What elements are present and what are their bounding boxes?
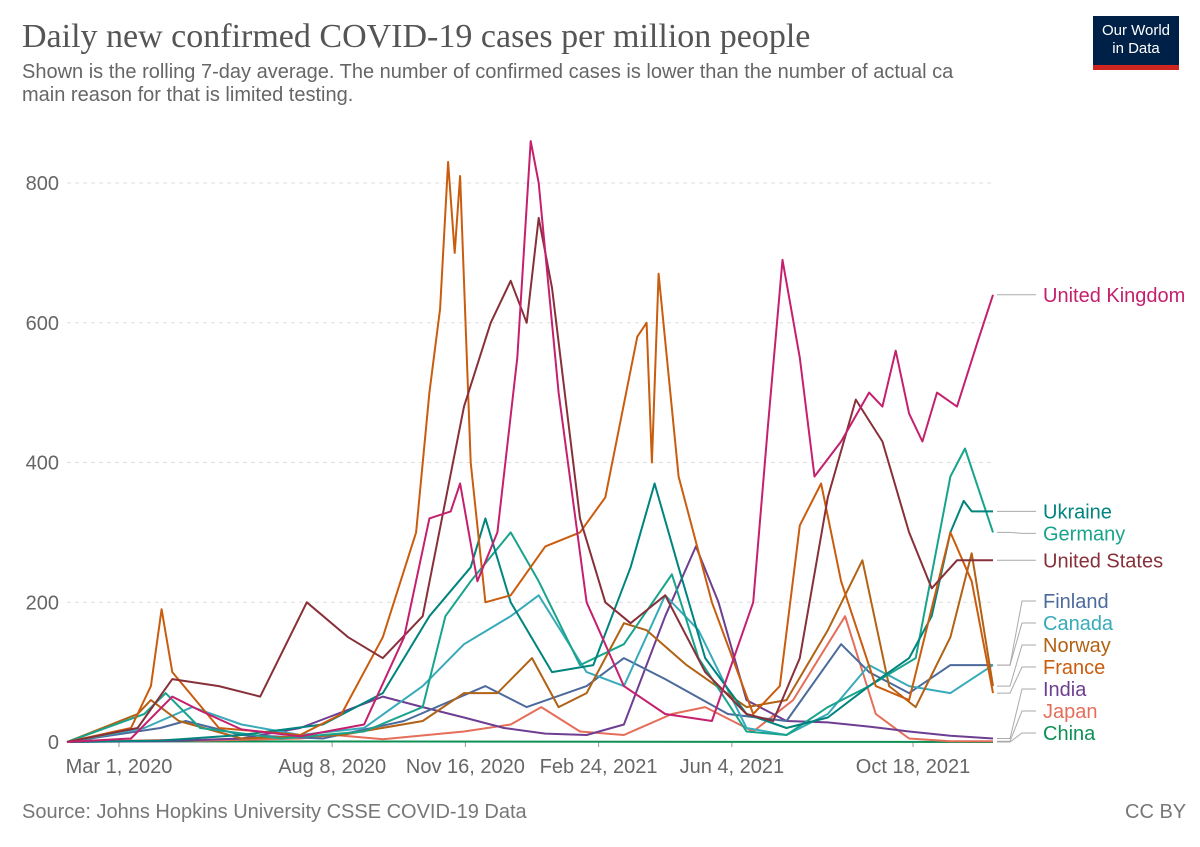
legend-label-germany[interactable]: Germany	[1043, 523, 1125, 545]
legend-connector-germany	[997, 531, 1036, 534]
legend-label-united-kingdom[interactable]: United Kingdom	[1043, 285, 1185, 307]
x-axis: Mar 1, 2020 Aug 8, 2020 Nov 16, 2020 Feb 24…	[66, 741, 993, 778]
x-tick-5: Oct 18, 2021	[856, 756, 971, 778]
series-line-france[interactable]	[66, 161, 994, 743]
x-tick-3: Feb 24, 2021	[540, 756, 658, 778]
legend-label-finland[interactable]: Finland	[1043, 591, 1109, 613]
license-link[interactable]: CC BY	[1125, 801, 1187, 823]
legend-label-france[interactable]: France	[1043, 657, 1105, 679]
y-tick-600: 600	[26, 313, 59, 335]
source-note: Source: Johns Hopkins University CSSE CO…	[22, 801, 527, 823]
legend-label-norway[interactable]: Norway	[1043, 635, 1111, 657]
x-tick-2: Nov 16, 2020	[406, 756, 525, 778]
logo-line-1: Our World	[1101, 22, 1171, 39]
legend-label-china[interactable]: China	[1043, 723, 1096, 745]
chart-subtitle: Shown is the rolling 7-day average. The …	[22, 61, 1200, 107]
subtitle-line-1: Shown is the rolling 7-day average. The …	[22, 61, 954, 83]
y-tick-200: 200	[26, 592, 59, 614]
legend-connector-china	[997, 732, 1036, 743]
legend-connector-canada	[997, 622, 1036, 666]
legend-label-ukraine[interactable]: Ukraine	[1043, 501, 1112, 523]
legend-label-japan[interactable]: Japan	[1043, 701, 1098, 723]
x-tick-1: Aug 8, 2020	[278, 756, 386, 778]
chart-title: Daily new confirmed COVID-19 cases per m…	[22, 18, 811, 55]
y-axis: 0 200 400 600 800	[26, 173, 59, 754]
legend-label-united-states[interactable]: United States	[1043, 550, 1163, 572]
x-tick-4: Jun 4, 2021	[680, 756, 785, 778]
legend: United Kingdom Ukraine United States German…	[997, 285, 1185, 745]
x-tick-0: Mar 1, 2020	[66, 756, 173, 778]
owid-logo[interactable]: Our World in Data	[1093, 16, 1179, 70]
legend-connector-norway	[997, 644, 1036, 687]
series-lines	[66, 140, 994, 743]
subtitle-line-2: main reason for that is limited testing.	[22, 84, 354, 106]
series-line-india[interactable]	[66, 545, 994, 743]
grid-lines	[67, 182, 993, 603]
legend-connector-finland	[997, 600, 1036, 666]
series-line-united-states[interactable]	[66, 216, 993, 743]
legend-label-canada[interactable]: Canada	[1043, 613, 1114, 635]
y-tick-400: 400	[26, 453, 59, 475]
legend-connector-india	[997, 688, 1036, 739]
legend-label-india[interactable]: India	[1043, 679, 1087, 701]
series-line-united-kingdom[interactable]	[66, 140, 994, 743]
legend-connector-japan	[997, 710, 1036, 742]
legend-connector-france	[997, 666, 1036, 694]
series-line-ukraine[interactable]	[66, 482, 993, 743]
logo-line-2: in Data	[1112, 40, 1160, 57]
y-tick-0: 0	[48, 732, 59, 754]
y-tick-800: 800	[26, 173, 59, 195]
series-line-germany[interactable]	[66, 447, 994, 743]
series-line-canada[interactable]	[66, 594, 994, 743]
